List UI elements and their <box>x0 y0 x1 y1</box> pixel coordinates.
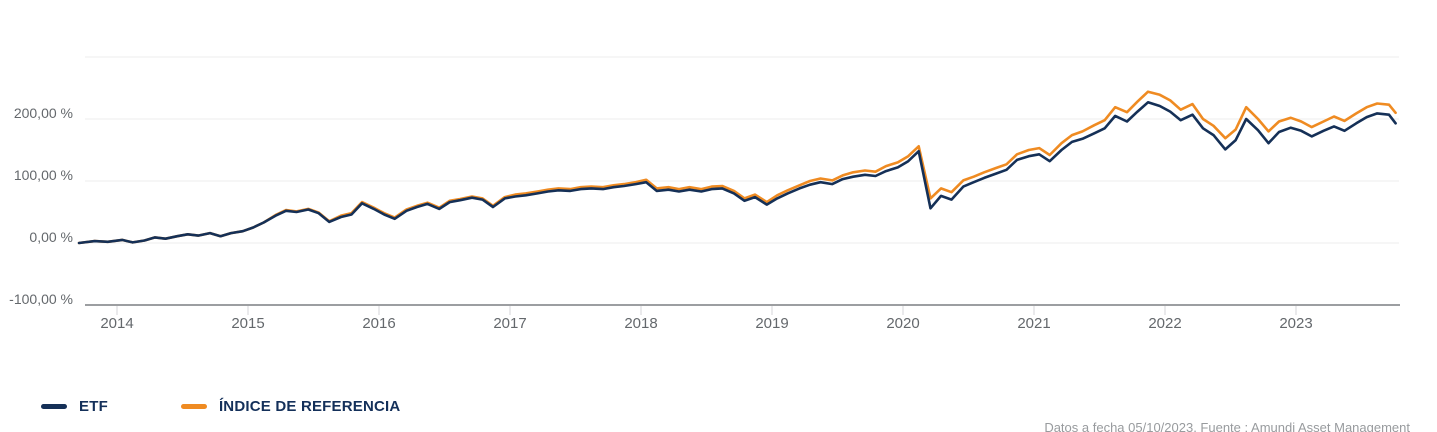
svg-text:2022: 2022 <box>1148 315 1181 332</box>
legend-label-etf: ETF <box>79 398 108 415</box>
plot-area[interactable] <box>85 45 1399 305</box>
svg-text:2017: 2017 <box>493 315 526 332</box>
svg-text:200,00 %: 200,00 % <box>14 105 73 121</box>
etf-line <box>77 101 1397 245</box>
svg-text:2019: 2019 <box>755 315 788 332</box>
svg-text:2016: 2016 <box>362 315 395 332</box>
svg-text:2023: 2023 <box>1279 315 1312 332</box>
legend-item-etf[interactable]: ETF <box>41 398 108 415</box>
source-note: Datos a fecha 05/10/2023. Fuente : Amund… <box>1044 420 1410 432</box>
svg-text:100,00 %: 100,00 % <box>14 167 73 183</box>
svg-text:2018: 2018 <box>624 315 657 332</box>
y-axis-labels: 200,00 % 100,00 % 0,00 % -100,00 % <box>9 105 73 307</box>
benchmark-line-swatch <box>180 404 207 409</box>
etf-line-swatch <box>41 404 67 409</box>
x-axis-ticks <box>116 306 1297 315</box>
svg-text:0,00 %: 0,00 % <box>29 229 73 245</box>
svg-text:2021: 2021 <box>1017 315 1050 332</box>
svg-text:-100,00 %: -100,00 % <box>9 291 73 307</box>
chart-legend: ETF ÍNDICE DE REFERENCIA <box>41 398 400 415</box>
svg-text:2015: 2015 <box>231 315 264 332</box>
legend-item-benchmark[interactable]: ÍNDICE DE REFERENCIA <box>180 398 401 415</box>
svg-text:2020: 2020 <box>886 315 919 332</box>
svg-text:2014: 2014 <box>100 315 133 332</box>
x-axis-labels: 2014 2015 2016 2017 2018 2019 2020 2021 2022 2023 <box>100 315 1312 332</box>
legend-label-benchmark: ÍNDICE DE REFERENCIA <box>218 398 401 415</box>
